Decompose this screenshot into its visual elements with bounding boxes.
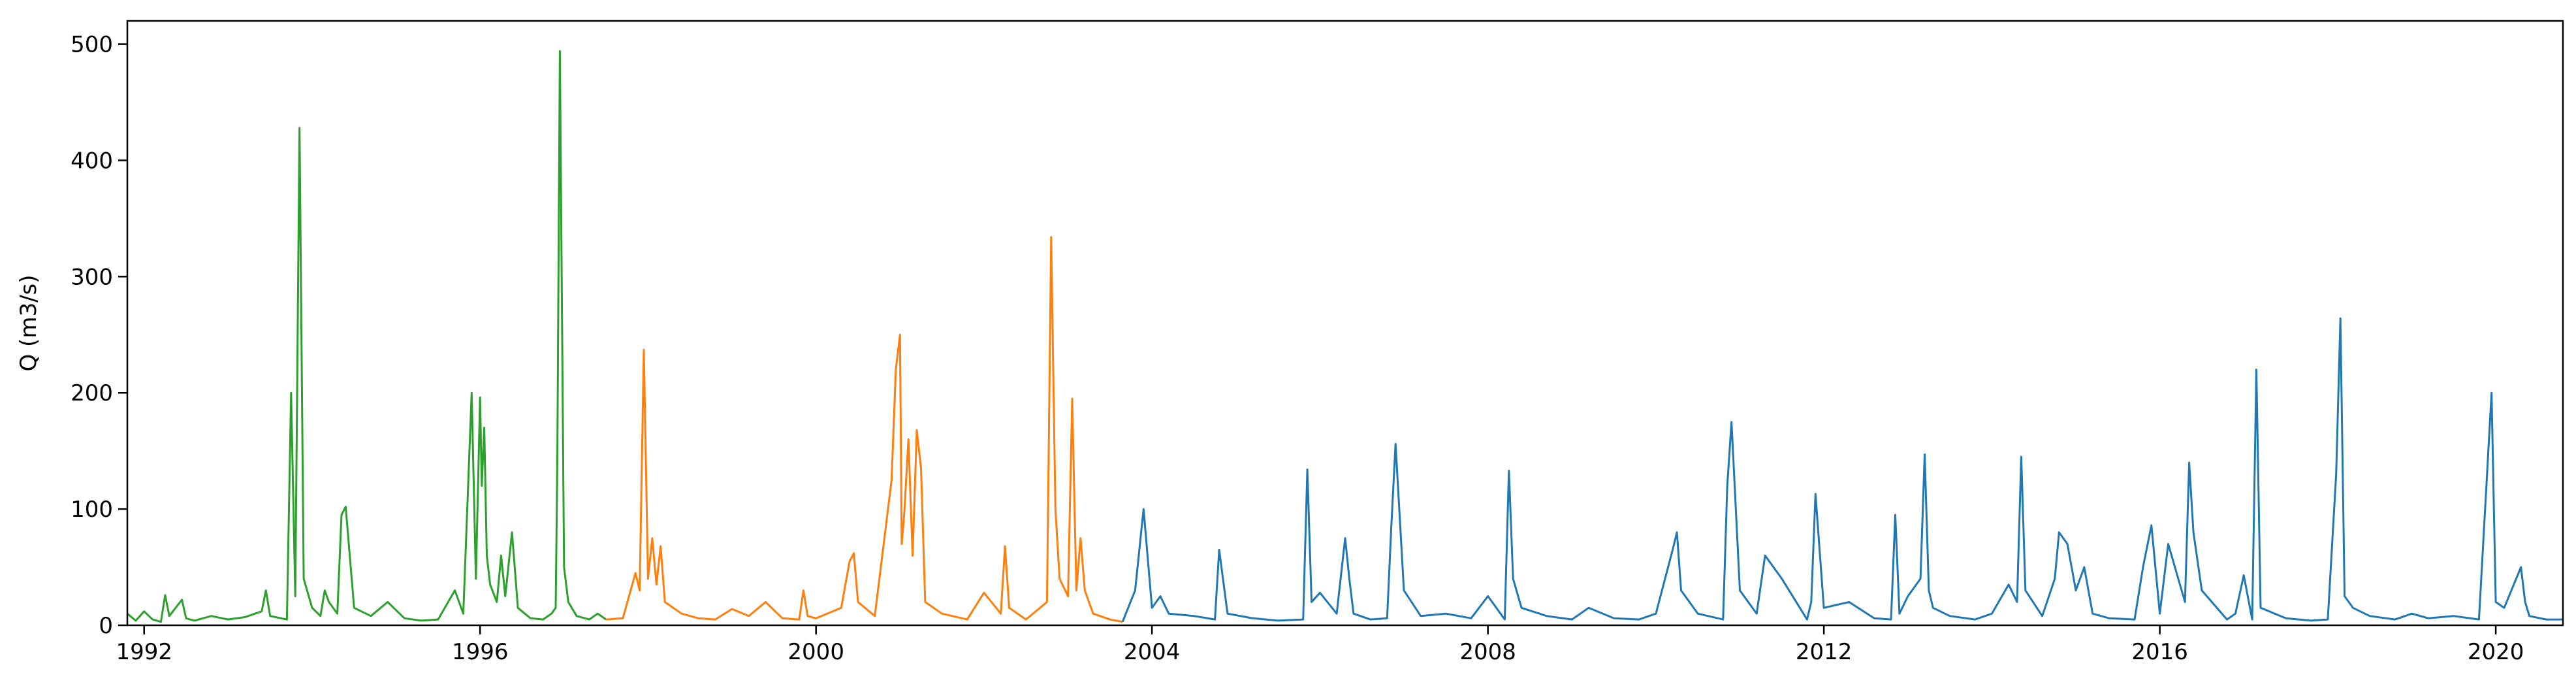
y-tick-label: 300 [71, 264, 113, 290]
x-tick-label: 1996 [452, 639, 509, 665]
x-tick-label: 2020 [2468, 639, 2524, 665]
x-tick-label: 2008 [1459, 639, 1516, 665]
series-line-2 [605, 236, 1123, 623]
x-tick-label: 2004 [1124, 639, 1181, 665]
series-layer [127, 50, 2563, 623]
x-tick-label: 2000 [787, 639, 844, 665]
y-tick-label: 500 [71, 32, 113, 58]
series-line-3 [1121, 317, 2563, 623]
y-tick-label: 400 [71, 148, 113, 174]
x-tick-label: 2016 [2131, 639, 2188, 665]
x-axis: 1992 1996 2000 2004 2008 2012 2016 2020 [116, 625, 2524, 665]
y-tick-label: 100 [71, 497, 113, 523]
plot-frame [126, 20, 2564, 627]
x-tick-label: 2012 [1796, 639, 1852, 665]
series-line-1 [127, 50, 607, 623]
y-tick-label: 200 [71, 380, 113, 406]
y-tick-label: 0 [99, 613, 113, 639]
y-axis-label: Q (m3/s) [16, 274, 42, 371]
y-axis: 0 100 200 300 400 500 [71, 32, 127, 639]
x-tick-label: 1992 [116, 639, 172, 665]
